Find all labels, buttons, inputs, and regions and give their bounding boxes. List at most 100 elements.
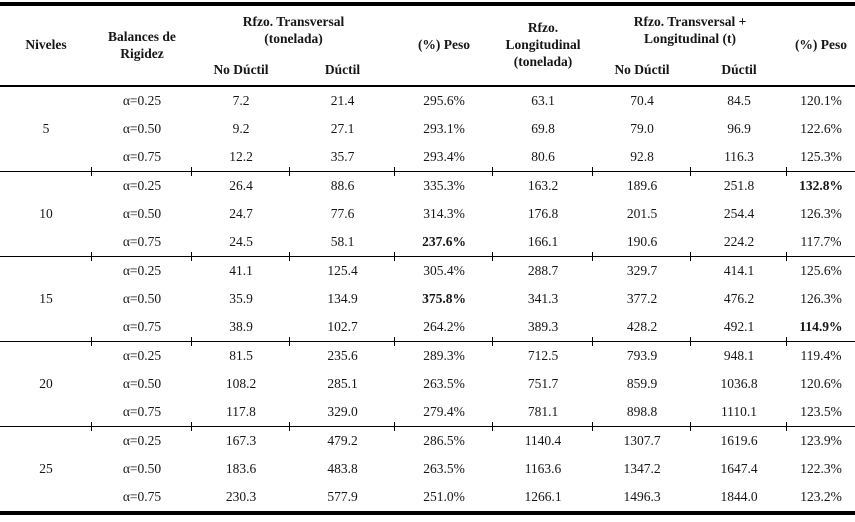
rtl-ductil-cell: 84.5 <box>727 93 751 108</box>
peso-transversal-cell: 286.5% <box>423 433 465 448</box>
rfzo-longitudinal-cell: 176.8 <box>527 206 559 221</box>
alpha-cell: α=0.25 <box>122 263 162 278</box>
table-row: α=0.50 35.9 134.9 375.8% 341.3 377.2 476.2 126.… <box>0 285 855 313</box>
subheader-rtl-ductil: Dúctil <box>721 62 757 78</box>
peso-total-cell: 122.6% <box>800 121 842 136</box>
rtl-no-ductil-cell: 70.4 <box>630 93 654 108</box>
rt-no-ductil-cell: 41.1 <box>229 263 253 278</box>
alpha-cell: α=0.75 <box>91 228 192 261</box>
rt-no-ductil-cell: 230.3 <box>225 489 257 504</box>
peso-transversal-cell: 279.4% <box>394 398 493 431</box>
rfzo-longitudinal-cell: 341.3 <box>527 291 559 306</box>
rt-no-ductil-cell: 24.5 <box>191 228 290 261</box>
alpha-cell: α=0.50 <box>122 206 162 221</box>
header-peso-total: (%) Peso <box>794 37 848 53</box>
rt-no-ductil-cell: 108.2 <box>225 376 257 391</box>
rfzo-longitudinal-cell: 712.5 <box>527 348 559 363</box>
table-row: α=0.75 117.8 329.0 279.4% 781.1 898.8 1110.1 12… <box>0 398 855 431</box>
table-row: 5 α=0.25 7.2 21.4 295.6% 63.1 70.4 84.5 120.1% <box>0 86 855 136</box>
rtl-no-ductil-cell: 329.7 <box>626 263 658 278</box>
rt-ductil-cell: 577.9 <box>327 489 358 504</box>
rtl-ductil-cell: 1036.8 <box>720 376 758 391</box>
rt-ductil-cell: 88.6 <box>330 178 355 193</box>
table-row: α=0.50 9.2 27.1 293.1% 69.8 79.0 96.9 122.6% <box>0 115 855 143</box>
peso-total-cell: 120.6% <box>800 376 842 391</box>
peso-total-cell: 123.5% <box>786 398 855 431</box>
rfzo-longitudinal-cell: 1266.1 <box>524 489 562 504</box>
table-row: α=0.50 183.6 483.8 263.5% 1163.6 1347.2 1647.4… <box>0 455 855 483</box>
rfzo-longitudinal-cell: 389.3 <box>492 313 593 346</box>
rtl-ductil-cell: 116.3 <box>690 143 787 176</box>
table-row: α=0.75 12.2 35.7 293.4% 80.6 92.8 116.3 125.3% <box>0 143 855 176</box>
rt-ductil-cell: 479.2 <box>327 433 358 448</box>
header-rfzo-longitudinal: Rfzo. Longitudinal (tonelada) <box>505 20 581 69</box>
rt-no-ductil-cell: 12.2 <box>191 143 290 176</box>
header-rfzo-transversal-longitudinal: Rfzo. Transversal + Longitudinal (t) <box>633 14 747 46</box>
table-row: 20 α=0.25 81.5 235.6 289.3% 712.5 793.9 948.1 11… <box>0 342 855 391</box>
peso-total-cell: 132.8% <box>799 178 843 193</box>
rt-no-ductil-cell: 26.4 <box>229 178 253 193</box>
peso-transversal-cell: 264.2% <box>394 313 493 346</box>
rt-no-ductil-cell: 81.5 <box>229 348 253 363</box>
rtl-no-ductil-cell: 92.8 <box>592 143 691 176</box>
peso-transversal-cell: 293.1% <box>423 121 465 136</box>
rt-ductil-cell: 102.7 <box>289 313 395 346</box>
alpha-cell: α=0.75 <box>122 489 162 504</box>
table-row: α=0.50 108.2 285.1 263.5% 751.7 859.9 1036.8 12… <box>0 370 855 398</box>
peso-transversal-cell: 314.3% <box>423 206 465 221</box>
rfzo-longitudinal-cell: 166.1 <box>492 228 593 261</box>
rfzo-longitudinal-cell: 63.1 <box>531 93 555 108</box>
header-niveles: Niveles <box>25 37 67 53</box>
rfzo-longitudinal-cell: 751.7 <box>527 376 559 391</box>
rt-no-ductil-cell: 117.8 <box>191 398 290 431</box>
rtl-ductil-cell: 1110.1 <box>690 398 787 431</box>
rtl-no-ductil-cell: 428.2 <box>592 313 691 346</box>
rt-ductil-cell: 125.4 <box>327 263 358 278</box>
rt-no-ductil-cell: 7.2 <box>232 93 250 108</box>
rfzo-longitudinal-cell: 80.6 <box>492 143 593 176</box>
rt-ductil-cell: 58.1 <box>289 228 395 261</box>
rfzo-longitudinal-cell: 1140.4 <box>524 433 562 448</box>
subheader-rt-no-ductil: No Dúctil <box>213 62 269 78</box>
peso-transversal-cell: 335.3% <box>423 178 465 193</box>
niveles-cell: 5 <box>42 121 50 136</box>
peso-total-cell: 117.7% <box>786 228 855 261</box>
peso-total-cell: 122.3% <box>800 461 842 476</box>
table-row: 25 α=0.25 167.3 479.2 286.5% 1140.4 1307.7 1619… <box>0 427 855 476</box>
niveles-group: 15 α=0.25 41.1 125.4 305.4% 288.7 329.7 414.1 12… <box>0 257 855 346</box>
rfzo-longitudinal-cell: 781.1 <box>492 398 593 431</box>
rtl-ductil-cell: 96.9 <box>727 121 751 136</box>
niveles-cell: 25 <box>39 461 53 476</box>
rt-no-ductil-cell: 183.6 <box>225 461 257 476</box>
peso-transversal-cell: 263.5% <box>423 461 465 476</box>
alpha-cell: α=0.75 <box>91 143 192 176</box>
alpha-cell: α=0.50 <box>122 461 162 476</box>
rt-ductil-cell: 77.6 <box>330 206 355 221</box>
peso-total-cell: 125.3% <box>786 143 855 176</box>
rt-ductil-cell: 35.7 <box>289 143 395 176</box>
peso-transversal-cell: 293.4% <box>394 143 493 176</box>
rt-no-ductil-cell: 38.9 <box>191 313 290 346</box>
niveles-group: 5 α=0.25 7.2 21.4 295.6% 63.1 70.4 84.5 120.1% α=… <box>0 86 855 176</box>
alpha-cell: α=0.50 <box>122 121 162 136</box>
peso-total-cell: 123.2% <box>800 489 842 504</box>
rt-ductil-cell: 235.6 <box>327 348 358 363</box>
rtl-no-ductil-cell: 201.5 <box>626 206 658 221</box>
rtl-ductil-cell: 1647.4 <box>720 461 758 476</box>
alpha-cell: α=0.50 <box>122 291 162 306</box>
rt-ductil-cell: 285.1 <box>327 376 358 391</box>
table-row: 15 α=0.25 41.1 125.4 305.4% 288.7 329.7 414.1 12… <box>0 257 855 306</box>
rfzo-longitudinal-cell: 163.2 <box>527 178 559 193</box>
table-row: α=0.75 38.9 102.7 264.2% 389.3 428.2 492.1 114.… <box>0 313 855 346</box>
rt-ductil-cell: 21.4 <box>330 93 355 108</box>
peso-total-cell: 126.3% <box>800 291 842 306</box>
peso-total-cell: 126.3% <box>800 206 842 221</box>
niveles-cell: 15 <box>39 291 53 306</box>
rtl-ductil-cell: 224.2 <box>690 228 787 261</box>
rt-ductil-cell: 483.8 <box>327 461 358 476</box>
alpha-cell: α=0.75 <box>91 313 192 346</box>
alpha-cell: α=0.25 <box>122 348 162 363</box>
table-row: α=0.75 24.5 58.1 237.6% 166.1 190.6 224.2 117.7… <box>0 228 855 261</box>
